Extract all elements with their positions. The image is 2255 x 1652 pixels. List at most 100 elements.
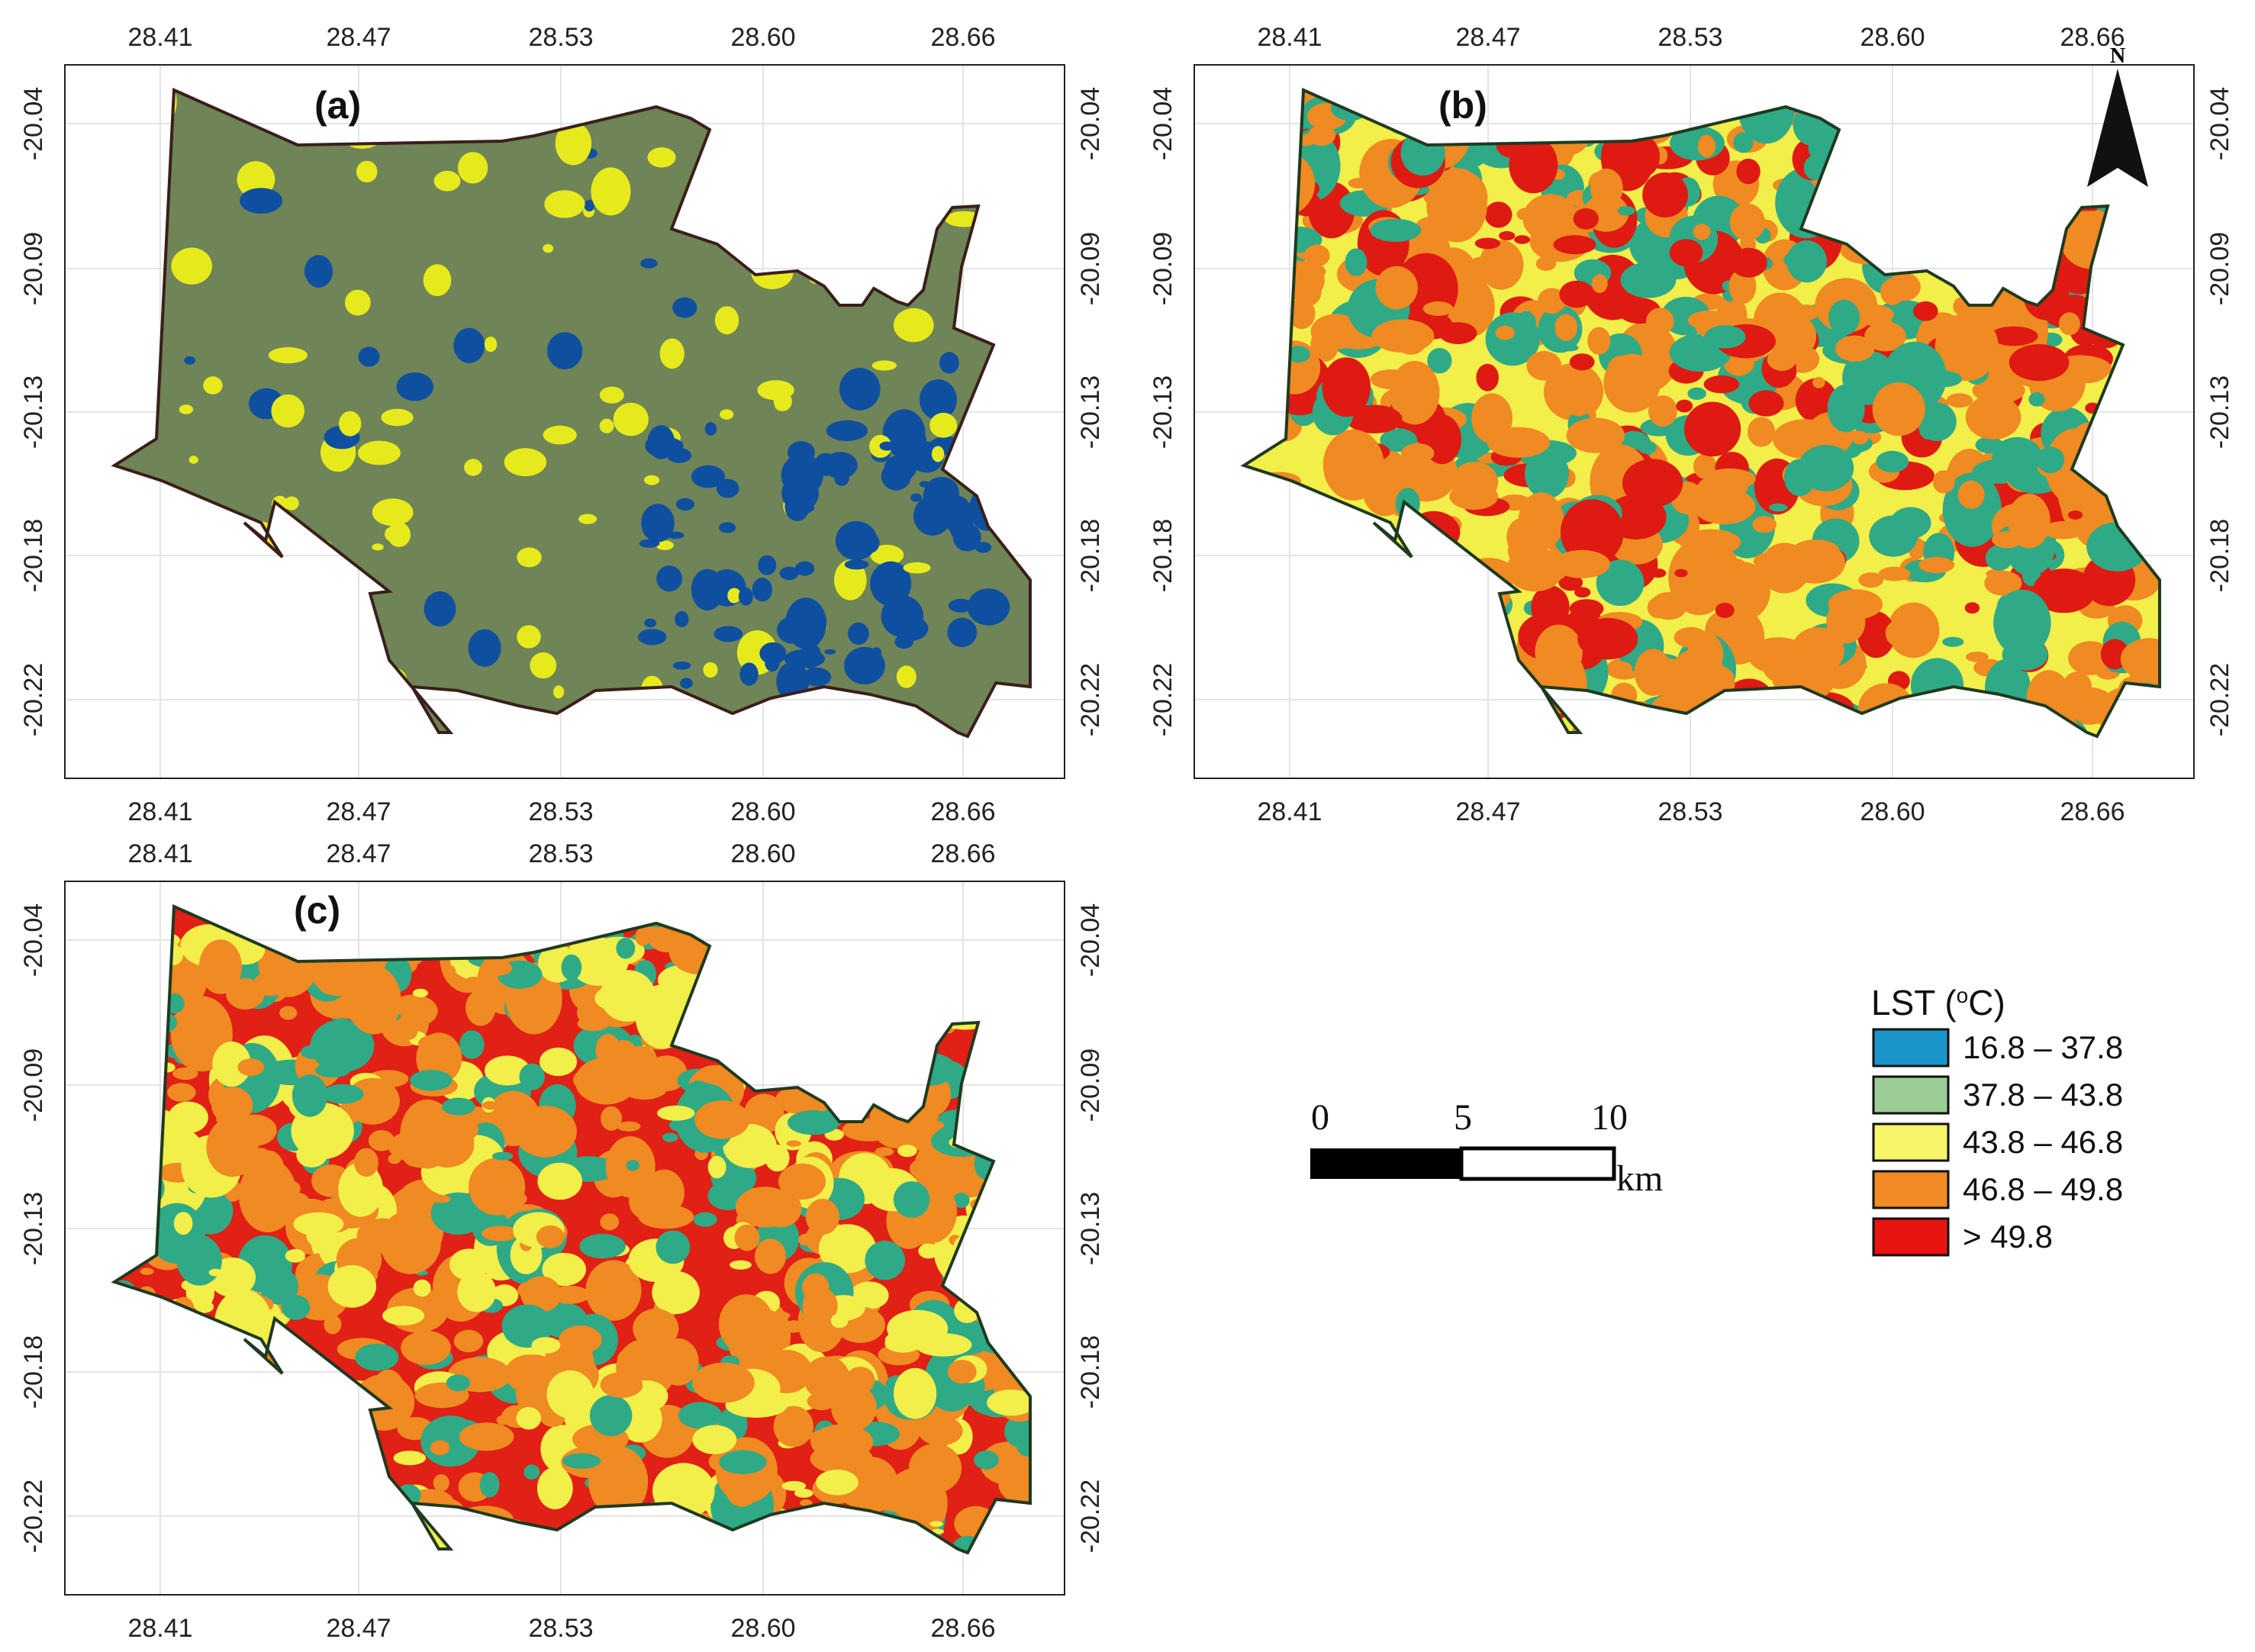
lst-patch <box>2151 97 2160 114</box>
lst-patch <box>610 1522 623 1533</box>
lst-patch <box>2043 90 2096 134</box>
lst-patch <box>889 938 939 987</box>
y-tick-left-2: -20.13 <box>19 375 48 449</box>
lst-patch <box>1281 249 1296 259</box>
lst-patch <box>211 1087 253 1124</box>
lst-patch <box>805 1531 826 1553</box>
lst-patch <box>2002 639 2048 671</box>
lst-patch <box>453 1329 484 1353</box>
lst-patch <box>114 1350 162 1410</box>
lst-patch <box>1019 1196 1030 1209</box>
lst-patch <box>1325 635 1381 681</box>
lst-patch <box>1313 574 1326 584</box>
lst-patch <box>643 907 672 919</box>
legend-swatch-0 <box>1872 1028 1950 1068</box>
tick-labels: 28.41 28.41 28.47 28.47 28.53 28.53 28.60 28.60… <box>19 23 1105 826</box>
lst-patch <box>279 1508 325 1543</box>
lst-patch <box>945 1177 989 1198</box>
lst-patch <box>295 1402 343 1460</box>
lst-patch <box>130 1472 176 1505</box>
lst-patch <box>123 1087 163 1123</box>
lst-patch <box>1457 198 1471 205</box>
scale-unit: km <box>1616 1158 1663 1199</box>
lst-patch <box>784 1009 830 1067</box>
lst-patch <box>1476 363 1499 391</box>
lst-patch <box>1828 589 1883 620</box>
lst-patch <box>2103 286 2140 324</box>
lst-patch <box>1560 499 1624 565</box>
lst-patch <box>939 352 959 374</box>
lst-patch <box>321 1084 364 1104</box>
lst-patch <box>1551 124 1568 139</box>
lst-patch <box>928 1121 945 1130</box>
lst-patch <box>1299 134 1315 147</box>
lst-patch <box>1413 618 1429 638</box>
lst-patch <box>2029 108 2064 141</box>
lst-patch <box>719 522 736 533</box>
lst-patch <box>585 1260 642 1321</box>
lst-patch <box>852 1036 868 1057</box>
lst-patch <box>757 380 794 401</box>
x-tick-top-0: 28.41 <box>1257 23 1322 52</box>
lst-patch <box>2117 487 2137 501</box>
lst-patch <box>1736 158 1761 185</box>
lst-patch <box>635 927 651 946</box>
lst-patch <box>944 939 978 960</box>
lst-patch <box>613 402 649 436</box>
lst-patch <box>968 1229 993 1247</box>
lst-patch <box>626 907 688 927</box>
tick-labels: 28.41 28.41 28.47 28.47 28.53 28.53 28.60 28.60… <box>19 839 1105 1643</box>
lst-patch <box>955 435 994 464</box>
lst-patch <box>893 1226 907 1236</box>
x-tick-top-2: 28.53 <box>1657 23 1722 52</box>
lst-patch <box>781 1480 807 1491</box>
y-tick-left-4: -20.22 <box>19 663 48 736</box>
lst-patch <box>327 1264 376 1308</box>
lst-patch <box>801 1028 834 1053</box>
y-tick-left-0: -20.04 <box>19 87 48 160</box>
x-tick-top-1: 28.47 <box>326 839 391 868</box>
lst-patch <box>997 1040 1030 1088</box>
lst-patch <box>784 1166 802 1183</box>
legend-label-4: > 49.8 <box>1963 1219 2053 1254</box>
lst-patch <box>707 964 758 1006</box>
lst-patch <box>826 420 868 442</box>
lst-patch <box>142 1438 182 1478</box>
lst-patch <box>707 974 751 1022</box>
lst-patch <box>733 1470 755 1490</box>
lst-patch <box>2138 104 2160 126</box>
lst-patch <box>2054 182 2077 205</box>
lst-patch <box>124 128 159 172</box>
lst-patch <box>2134 455 2160 470</box>
scale-label-5: 5 <box>1454 1097 1472 1138</box>
map-panel-b: 28.41 28.41 28.47 28.47 28.53 28.53 28.60 28.60… <box>1129 0 2255 826</box>
lst-patch <box>163 993 185 1014</box>
lst-patch <box>1307 125 1336 146</box>
lst-patch <box>746 1522 807 1553</box>
lst-patch <box>883 919 913 942</box>
lst-patch <box>227 695 247 713</box>
lst-patch <box>1734 700 1751 711</box>
lst-patch <box>652 1270 700 1315</box>
lst-patch <box>1951 121 2000 179</box>
lst-patch <box>644 618 656 628</box>
x-tick-top-3: 28.60 <box>730 839 795 868</box>
lst-patch <box>1554 314 1577 341</box>
lst-patch <box>1966 652 1989 662</box>
lst-patch <box>1838 211 1866 244</box>
lst-patch <box>145 1011 178 1034</box>
lst-patch <box>691 568 724 611</box>
lst-patch <box>599 418 614 433</box>
lst-patch <box>655 1538 672 1551</box>
lst-patch <box>1449 483 1499 510</box>
lst-patch <box>802 1286 838 1325</box>
lst-patch <box>978 1226 1030 1305</box>
lst-patch <box>929 1521 944 1527</box>
lst-patch <box>913 496 952 536</box>
lst-patch <box>633 1309 679 1348</box>
lst-patch <box>600 1372 643 1398</box>
lst-patch <box>804 1356 850 1400</box>
lst-patch <box>1947 228 1962 247</box>
lst-patch <box>491 1151 514 1161</box>
lst-patch <box>988 1143 1030 1200</box>
